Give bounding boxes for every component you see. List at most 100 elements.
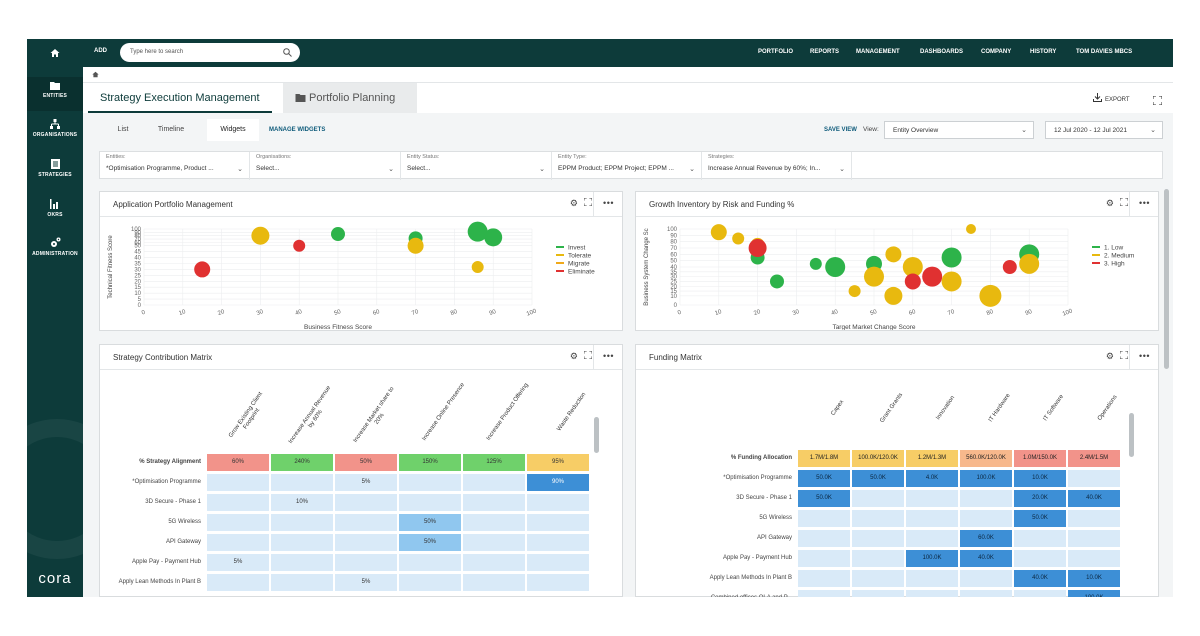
filter-entity-type[interactable]: Entity Type: EPPM Product; EPPM Project; … (552, 152, 702, 180)
matrix-cell[interactable]: 100.0K (906, 550, 958, 567)
matrix-cell[interactable] (207, 514, 269, 531)
tab-portfolio-planning[interactable]: Portfolio Planning (283, 83, 417, 113)
matrix-cell[interactable] (852, 530, 904, 547)
filter-entities[interactable]: Entities: *Optimisation Programme, Produc… (100, 152, 250, 180)
matrix-cell[interactable]: 50.0K (798, 470, 850, 487)
matrix-cell[interactable] (527, 554, 589, 571)
matrix-cell[interactable] (463, 514, 525, 531)
matrix-cell[interactable] (399, 554, 461, 571)
matrix-cell[interactable] (207, 474, 269, 491)
home-icon[interactable] (27, 39, 83, 67)
matrix-cell[interactable]: 20.0K (1014, 490, 1066, 507)
matrix-cell[interactable]: 90% (527, 474, 589, 491)
matrix-cell[interactable] (798, 530, 850, 547)
matrix-cell[interactable]: 50.0K (852, 470, 904, 487)
matrix-cell[interactable]: 50.0K (798, 490, 850, 507)
expand-icon[interactable] (1119, 350, 1129, 361)
matrix-cell[interactable]: 4.0K (906, 470, 958, 487)
summary-cell[interactable]: 100.0K/120.0K (852, 450, 904, 467)
sidebar-item-organisations[interactable]: ORGANISATIONS (27, 119, 83, 138)
matrix-cell[interactable] (335, 514, 397, 531)
filter-organisations[interactable]: Organisations: Select... ⌄ (250, 152, 401, 180)
matrix-cell[interactable] (960, 490, 1012, 507)
matrix-cell[interactable]: 10% (271, 494, 333, 511)
expand-icon[interactable] (583, 197, 593, 208)
tab-timeline[interactable]: Timeline (157, 126, 185, 133)
matrix-cell[interactable] (798, 570, 850, 587)
search-icon[interactable] (283, 48, 292, 57)
matrix-cell[interactable] (906, 490, 958, 507)
fullscreen-icon[interactable] (1152, 92, 1163, 110)
matrix-cell[interactable] (852, 550, 904, 567)
matrix-cell[interactable] (335, 554, 397, 571)
save-view-link[interactable]: SAVE VIEW (824, 127, 857, 133)
nav-portfolio[interactable]: PORTFOLIO (758, 49, 793, 55)
matrix-cell[interactable] (527, 574, 589, 591)
matrix-cell[interactable] (1014, 590, 1066, 597)
nav-management[interactable]: MANAGEMENT (856, 49, 900, 55)
search-input[interactable]: Type here to search (120, 43, 300, 62)
more-icon[interactable]: ••• (1139, 198, 1150, 208)
matrix-cell[interactable] (852, 590, 904, 597)
more-icon[interactable]: ••• (1139, 351, 1150, 361)
gear-icon[interactable]: ⚙ (569, 351, 578, 361)
summary-cell[interactable]: 125% (463, 454, 525, 471)
matrix-cell[interactable] (906, 570, 958, 587)
nav-reports[interactable]: REPORTS (810, 49, 840, 55)
matrix-cell[interactable]: 5% (207, 554, 269, 571)
matrix-cell[interactable] (852, 570, 904, 587)
sidebar-item-administration[interactable]: ADMINISTRATION (27, 237, 83, 257)
scrollbar[interactable] (594, 417, 599, 453)
more-icon[interactable]: ••• (603, 351, 614, 361)
matrix-cell[interactable] (798, 510, 850, 527)
matrix-cell[interactable]: 100.0K (1068, 590, 1120, 597)
matrix-cell[interactable] (335, 534, 397, 551)
matrix-cell[interactable] (852, 490, 904, 507)
matrix-cell[interactable] (527, 494, 589, 511)
summary-cell[interactable]: 150% (399, 454, 461, 471)
matrix-cell[interactable]: 40.0K (1068, 490, 1120, 507)
filter-strategies[interactable]: Strategies: Increase Annual Revenue by 60… (702, 152, 852, 180)
matrix-cell[interactable] (207, 494, 269, 511)
matrix-cell[interactable] (463, 534, 525, 551)
matrix-cell[interactable]: 60.0K (960, 530, 1012, 547)
matrix-cell[interactable] (960, 570, 1012, 587)
matrix-cell[interactable] (335, 494, 397, 511)
matrix-cell[interactable] (1068, 550, 1120, 567)
matrix-cell[interactable] (271, 554, 333, 571)
matrix-cell[interactable]: 40.0K (960, 550, 1012, 567)
matrix-cell[interactable]: 50% (399, 514, 461, 531)
manage-widgets-link[interactable]: MANAGE WIDGETS (269, 127, 326, 133)
summary-cell[interactable]: 50% (335, 454, 397, 471)
matrix-cell[interactable] (1068, 510, 1120, 527)
matrix-cell[interactable] (960, 510, 1012, 527)
matrix-cell[interactable] (399, 574, 461, 591)
matrix-cell[interactable] (1068, 530, 1120, 547)
summary-cell[interactable]: 2.4M/1.5M (1068, 450, 1120, 467)
summary-cell[interactable]: 560.0K/120.0K (960, 450, 1012, 467)
matrix-cell[interactable] (906, 590, 958, 597)
matrix-cell[interactable] (527, 534, 589, 551)
view-select[interactable]: Entity Overview ⌄ (884, 121, 1034, 139)
matrix-cell[interactable] (906, 510, 958, 527)
matrix-cell[interactable] (798, 590, 850, 597)
matrix-cell[interactable]: 10.0K (1068, 570, 1120, 587)
matrix-cell[interactable]: 50.0K (1014, 510, 1066, 527)
matrix-cell[interactable] (399, 494, 461, 511)
nav-company[interactable]: COMPANY (981, 49, 1012, 55)
summary-cell[interactable]: 1.2M/1.3M (906, 450, 958, 467)
export-button[interactable]: EXPORT (1093, 93, 1130, 103)
matrix-cell[interactable] (463, 494, 525, 511)
matrix-cell[interactable]: 5% (335, 474, 397, 491)
expand-icon[interactable] (583, 350, 593, 361)
matrix-cell[interactable]: 50% (399, 534, 461, 551)
add-button[interactable]: ADD (94, 48, 107, 54)
matrix-cell[interactable] (1014, 550, 1066, 567)
matrix-cell[interactable] (271, 574, 333, 591)
matrix-cell[interactable] (463, 554, 525, 571)
date-range-select[interactable]: 12 Jul 2020 - 12 Jul 2021 ⌄ (1045, 121, 1163, 139)
gear-icon[interactable]: ⚙ (569, 198, 578, 208)
sidebar-item-entities[interactable]: ENTITIES (27, 77, 83, 111)
expand-icon[interactable] (1119, 197, 1129, 208)
matrix-cell[interactable]: 10.0K (1014, 470, 1066, 487)
